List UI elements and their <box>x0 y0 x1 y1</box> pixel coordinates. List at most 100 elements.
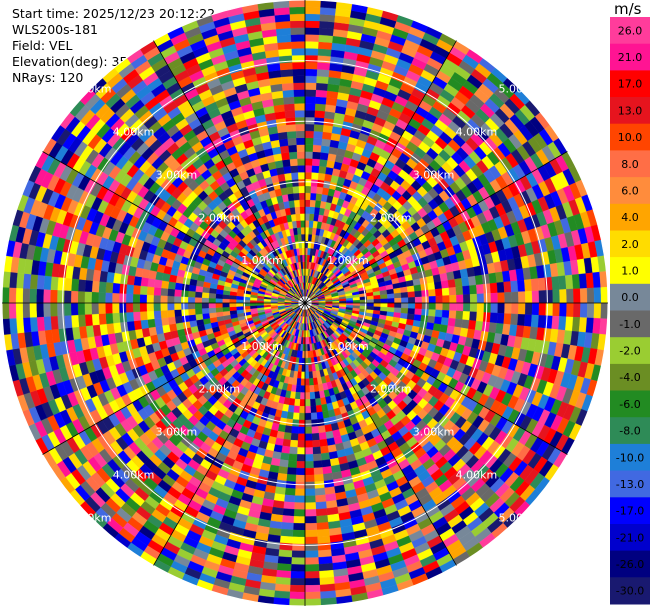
range-gate <box>315 404 323 413</box>
range-gate <box>161 280 170 289</box>
range-gate <box>91 291 99 304</box>
range-gate <box>319 14 336 23</box>
range-gate <box>139 302 147 312</box>
range-gate <box>316 411 324 420</box>
range-gate <box>215 307 223 313</box>
range-gate <box>283 494 296 503</box>
range-gate <box>304 412 312 421</box>
range-gate <box>275 576 291 586</box>
range-gate <box>490 292 498 304</box>
range-gate <box>312 453 322 462</box>
range-gate <box>401 297 409 304</box>
range-gate <box>304 467 315 476</box>
range-gate <box>463 294 471 304</box>
range-gate <box>154 317 163 327</box>
range-gate <box>593 287 602 304</box>
range-gate <box>297 440 306 448</box>
range-gate <box>317 425 326 434</box>
range-gate <box>483 302 492 313</box>
range-gate <box>208 312 217 319</box>
range-gate <box>229 298 237 304</box>
range-gate <box>449 294 457 304</box>
range-gate <box>291 426 299 434</box>
range-gate <box>292 529 306 538</box>
range-gate <box>483 293 492 304</box>
range-gate <box>421 289 429 298</box>
range-gate <box>461 276 470 287</box>
range-gate <box>222 298 230 304</box>
range-gate <box>201 292 210 299</box>
range-gate <box>538 290 547 304</box>
range-gate <box>421 302 430 310</box>
range-gate <box>421 296 430 304</box>
range-gate <box>29 288 37 304</box>
range-gate <box>133 275 142 286</box>
range-gate <box>558 275 567 290</box>
range-gate <box>312 439 321 448</box>
range-gate <box>112 292 120 304</box>
range-gate <box>304 529 318 538</box>
range-gate <box>291 419 300 427</box>
range-gate <box>592 271 601 289</box>
range-gate <box>310 405 317 414</box>
range-gate <box>442 302 450 311</box>
range-gate <box>322 124 334 134</box>
range-gate <box>316 69 330 78</box>
range-gate <box>393 307 402 314</box>
range-gate <box>380 298 388 304</box>
range-gate <box>434 316 443 325</box>
range-gate <box>408 302 416 309</box>
range-gate <box>299 406 306 414</box>
range-gate <box>440 317 449 326</box>
range-gate <box>304 564 320 572</box>
range-gate <box>215 302 223 308</box>
range-gate <box>504 292 512 304</box>
range-gate <box>579 302 588 318</box>
range-gate <box>296 447 306 455</box>
range-gate <box>312 144 322 153</box>
range-gate <box>304 89 317 97</box>
range-gate <box>296 454 306 462</box>
range-gate <box>91 302 99 315</box>
range-gate <box>324 424 333 433</box>
range-gate <box>289 591 306 600</box>
range-gate <box>201 297 209 304</box>
range-gate <box>293 516 306 524</box>
range-gate <box>29 274 39 290</box>
range-gate <box>517 279 526 292</box>
range-gate <box>98 292 106 304</box>
range-gate <box>22 317 32 333</box>
range-gate <box>448 287 457 296</box>
range-gate <box>463 302 471 312</box>
range-gate <box>447 279 456 289</box>
range-gate <box>289 446 298 455</box>
range-gate <box>289 584 306 593</box>
range-gate <box>304 399 311 407</box>
range-gate <box>448 310 457 319</box>
range-gate <box>282 508 295 517</box>
range-gate <box>280 528 294 537</box>
range-gate <box>313 124 324 132</box>
range-gate <box>304 557 319 565</box>
range-gate <box>304 130 315 139</box>
range-gate <box>133 320 142 331</box>
range-gate <box>167 281 176 290</box>
range-gate <box>304 481 315 490</box>
range-gate <box>309 385 315 393</box>
range-gate <box>517 314 526 327</box>
range-gate <box>98 313 107 325</box>
range-gate <box>304 0 322 8</box>
range-gate <box>208 307 217 314</box>
range-gate <box>400 292 409 299</box>
range-gate <box>309 398 316 407</box>
range-gate <box>469 311 478 322</box>
range-gate <box>91 280 100 293</box>
range-gate <box>387 302 395 308</box>
range-gate <box>314 103 327 112</box>
range-gate <box>412 278 421 286</box>
range-gate <box>319 438 328 447</box>
range-gate <box>304 577 320 586</box>
range-gate <box>537 315 546 329</box>
range-gate <box>147 318 156 328</box>
range-gate <box>290 571 306 579</box>
